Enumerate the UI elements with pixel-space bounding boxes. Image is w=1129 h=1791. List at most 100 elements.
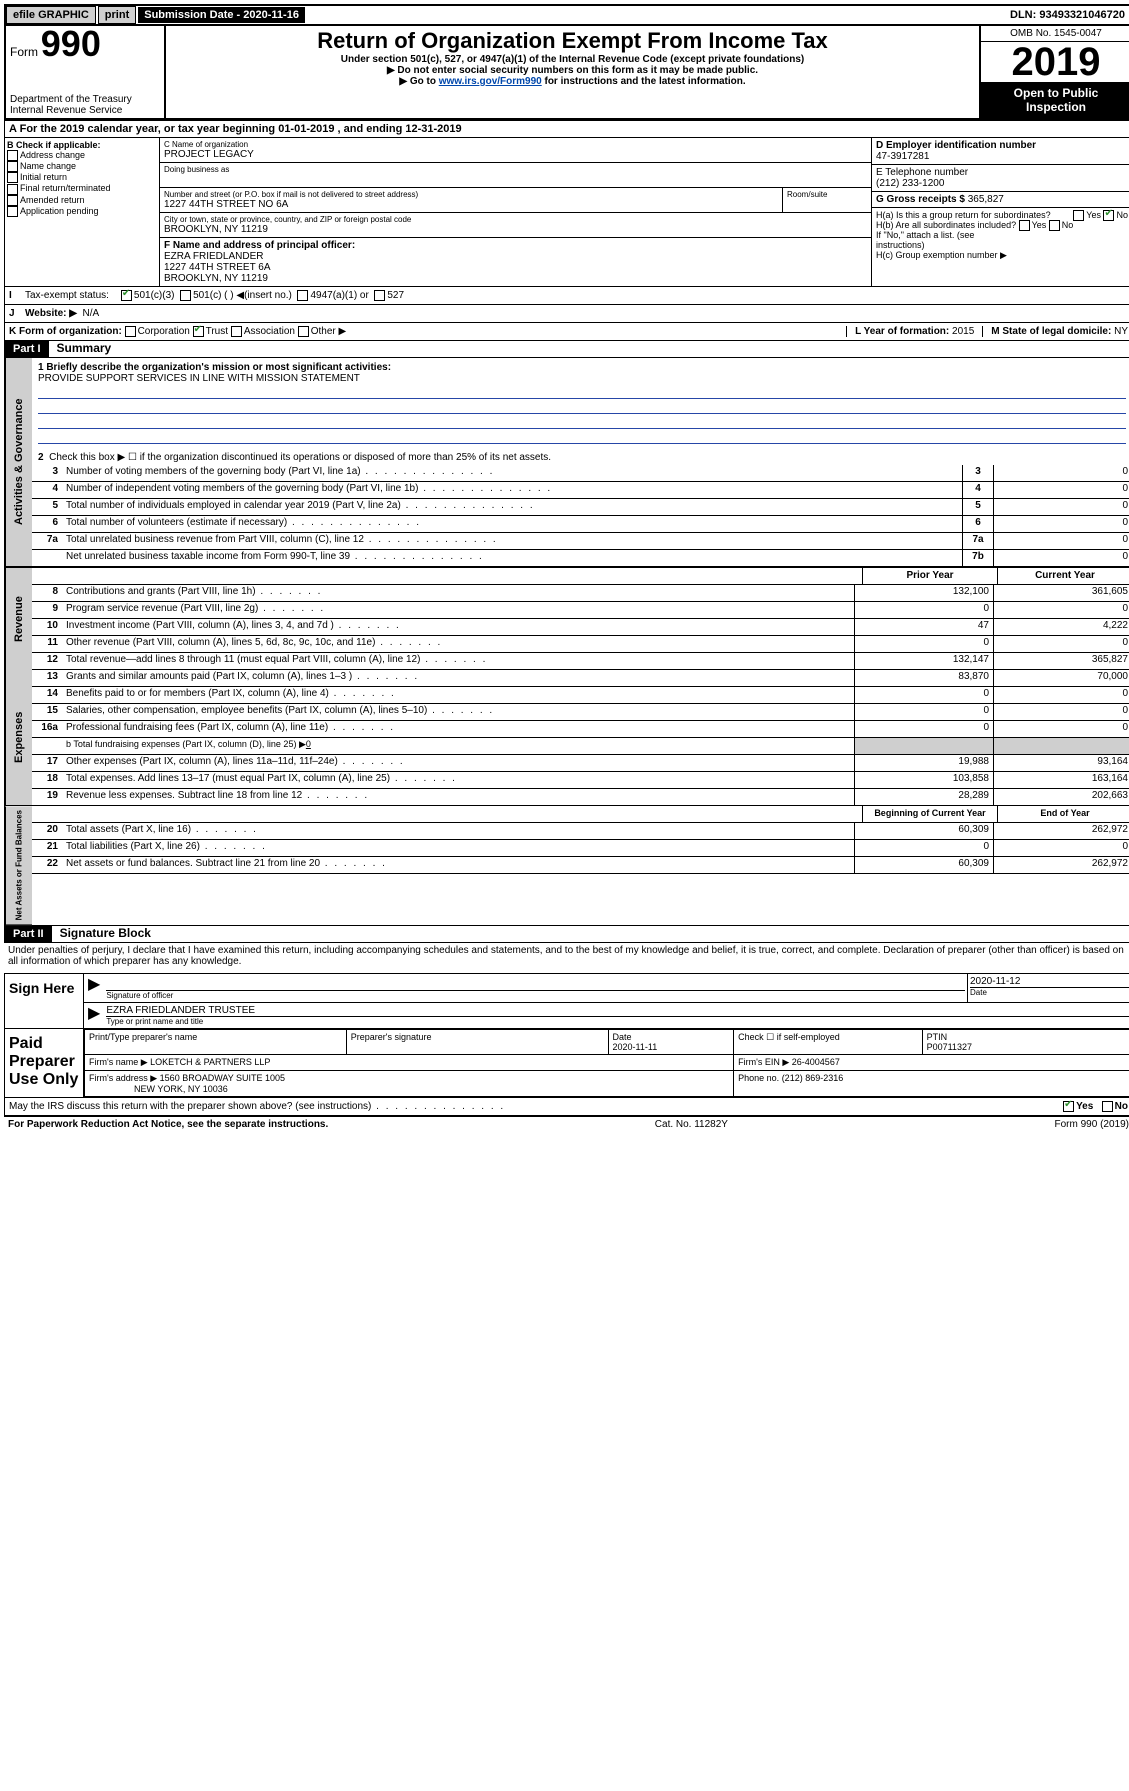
- perjury-declaration: Under penalties of perjury, I declare th…: [4, 943, 1129, 969]
- col-current-year: Current Year: [997, 568, 1129, 584]
- room-label: Room/suite: [787, 190, 867, 199]
- submission-date-label: Submission Date - 2020-11-16: [138, 7, 305, 23]
- arrow-icon: ▶: [84, 974, 104, 1002]
- chk-501c3[interactable]: [121, 290, 132, 301]
- dln: DLN: 93493321046720: [1004, 7, 1129, 23]
- summary-line: 17Other expenses (Part IX, column (A), l…: [32, 755, 1129, 772]
- vtab-expenses: Expenses: [5, 670, 32, 806]
- paperwork-notice: For Paperwork Reduction Act Notice, see …: [8, 1119, 328, 1130]
- officer-addr2: BROOKLYN, NY 11219: [164, 273, 867, 284]
- part-2-header: Part IISignature Block: [4, 926, 1129, 943]
- summary-line: 6Total number of volunteers (estimate if…: [32, 516, 1129, 533]
- print-name-label: Type or print name and title: [106, 1017, 1129, 1026]
- firm-phone-cell: Phone no. (212) 869-2316: [734, 1071, 1129, 1097]
- print-btn[interactable]: print: [98, 6, 136, 24]
- gross-receipts-value: 365,827: [968, 194, 1004, 205]
- city-state-zip: BROOKLYN, NY 11219: [164, 224, 867, 235]
- website-value: N/A: [83, 308, 100, 319]
- h-note: If "No," attach a list. (see instruction…: [876, 230, 1128, 250]
- summary-line: 4Number of independent voting members of…: [32, 482, 1129, 499]
- sign-date-label: Date: [970, 988, 1129, 997]
- website-row: J Website: ▶ N/A: [4, 305, 1129, 323]
- summary-line: 22Net assets or fund balances. Subtract …: [32, 857, 1129, 874]
- arrow-icon: ▶: [84, 1003, 104, 1028]
- summary-line: 10Investment income (Part VIII, column (…: [32, 619, 1129, 636]
- line-16b: b Total fundraising expenses (Part IX, c…: [32, 738, 1129, 755]
- line-1: 1 Briefly describe the organization's mi…: [32, 358, 1129, 450]
- chk-527[interactable]: [374, 290, 385, 301]
- preparer-table: Print/Type preparer's name Preparer's si…: [84, 1029, 1129, 1097]
- chk-discuss-no[interactable]: [1102, 1101, 1113, 1112]
- sign-here-label: Sign Here: [5, 974, 84, 1028]
- summary-line: 15Salaries, other compensation, employee…: [32, 704, 1129, 721]
- year-formation: 2015: [952, 326, 974, 337]
- firm-ein-cell: Firm's EIN ▶ 26-4004567: [734, 1055, 1129, 1071]
- form-subtitle-1: Under section 501(c), 527, or 4947(a)(1)…: [176, 54, 969, 65]
- dept-line2: Internal Revenue Service: [10, 105, 160, 116]
- top-bar: efile GRAPHIC print Submission Date - 20…: [4, 4, 1129, 26]
- chk-other[interactable]: [298, 326, 309, 337]
- org-name: PROJECT LEGACY: [164, 149, 867, 160]
- prep-name-hdr: Print/Type preparer's name: [85, 1030, 347, 1055]
- summary-line: 13Grants and similar amounts paid (Part …: [32, 670, 1129, 687]
- summary-line: 8Contributions and grants (Part VIII, li…: [32, 585, 1129, 602]
- form-subtitle-3: ▶ Go to www.irs.gov/Form990 for instruct…: [176, 76, 969, 87]
- summary-line: 5Total number of individuals employed in…: [32, 499, 1129, 516]
- efile-btn[interactable]: efile GRAPHIC: [6, 6, 96, 24]
- summary-line: 21Total liabilities (Part X, line 26)00: [32, 840, 1129, 857]
- chk-initial-return[interactable]: Initial return: [7, 172, 157, 183]
- form-header: Form 990 Department of the Treasury Inte…: [4, 26, 1129, 120]
- col-end-year: End of Year: [997, 806, 1129, 822]
- vtab-net-assets: Net Assets or Fund Balances: [5, 806, 32, 925]
- part-1-body: Activities & Governance 1 Briefly descri…: [4, 358, 1129, 567]
- summary-line: 9Program service revenue (Part VIII, lin…: [32, 602, 1129, 619]
- year-columns-header: Revenue Prior Year Current Year 8Contrib…: [4, 567, 1129, 670]
- ein-label: D Employer identification number: [876, 140, 1128, 151]
- phone-value: (212) 233-1200: [876, 178, 1128, 189]
- chk-corp[interactable]: [125, 326, 136, 337]
- paid-preparer-label: Paid Preparer Use Only: [5, 1029, 84, 1097]
- chk-name-change[interactable]: Name change: [7, 161, 157, 172]
- paid-preparer-block: Paid Preparer Use Only Print/Type prepar…: [4, 1029, 1129, 1098]
- chk-application-pending[interactable]: Application pending: [7, 206, 157, 217]
- sign-date: 2020-11-12: [970, 976, 1129, 988]
- summary-line: 16aProfessional fundraising fees (Part I…: [32, 721, 1129, 738]
- sig-officer-label: Signature of officer: [106, 991, 965, 1000]
- sign-here-block: Sign Here ▶ Signature of officer 2020-11…: [4, 973, 1129, 1029]
- col-beginning-year: Beginning of Current Year: [862, 806, 997, 822]
- chk-assoc[interactable]: [231, 326, 242, 337]
- part-1-header: Part ISummary: [4, 341, 1129, 358]
- col-prior-year: Prior Year: [862, 568, 997, 584]
- firm-addr-cell: Firm's address ▶ 1560 BROADWAY SUITE 100…: [85, 1071, 734, 1097]
- officer-name: EZRA FRIEDLANDER: [164, 251, 867, 262]
- summary-line: 3Number of voting members of the governi…: [32, 465, 1129, 482]
- page-footer: For Paperwork Reduction Act Notice, see …: [4, 1116, 1129, 1132]
- chk-501c[interactable]: [180, 290, 191, 301]
- chk-4947[interactable]: [297, 290, 308, 301]
- net-assets-section: Net Assets or Fund Balances Beginning of…: [4, 806, 1129, 926]
- h-a-label: H(a) Is this a group return for subordin…: [876, 210, 1128, 220]
- irs-link[interactable]: www.irs.gov/Form990: [439, 76, 542, 87]
- summary-line: 7aTotal unrelated business revenue from …: [32, 533, 1129, 550]
- tax-year: 2019: [981, 42, 1129, 82]
- org-name-label: C Name of organization: [164, 140, 867, 149]
- dept-line1: Department of the Treasury: [10, 94, 160, 105]
- prep-date-hdr: Date2020-11-11: [608, 1030, 734, 1055]
- form-ref: Form 990 (2019): [1055, 1119, 1129, 1130]
- prep-selfemp-hdr: Check ☐ if self-employed: [734, 1030, 922, 1055]
- chk-final-return[interactable]: Final return/terminated: [7, 183, 157, 194]
- summary-line: 20Total assets (Part X, line 16)60,30926…: [32, 823, 1129, 840]
- chk-trust[interactable]: [193, 326, 204, 337]
- summary-line: 14Benefits paid to or for members (Part …: [32, 687, 1129, 704]
- street-address: 1227 44TH STREET NO 6A: [164, 199, 778, 210]
- form-word: Form: [10, 45, 38, 59]
- summary-line: 12Total revenue—add lines 8 through 11 (…: [32, 653, 1129, 670]
- city-label: City or town, state or province, country…: [164, 215, 867, 224]
- chk-discuss-yes[interactable]: [1063, 1101, 1074, 1112]
- form-number: 990: [41, 23, 101, 64]
- form-title: Return of Organization Exempt From Incom…: [176, 28, 969, 54]
- chk-amended-return[interactable]: Amended return: [7, 195, 157, 206]
- vtab-governance: Activities & Governance: [5, 358, 32, 567]
- summary-line: 11Other revenue (Part VIII, column (A), …: [32, 636, 1129, 653]
- chk-address-change[interactable]: Address change: [7, 150, 157, 161]
